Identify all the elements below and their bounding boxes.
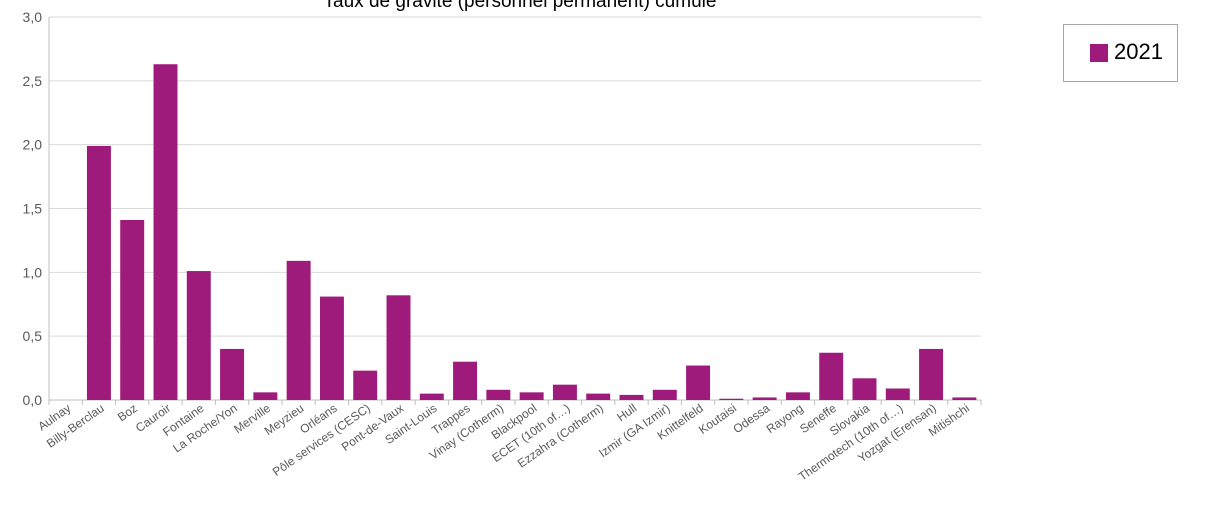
y-tick-label: 1,0 bbox=[23, 264, 43, 280]
bar bbox=[686, 365, 711, 400]
bar bbox=[319, 296, 344, 400]
bar bbox=[186, 271, 211, 400]
bar bbox=[719, 398, 744, 400]
bar bbox=[86, 145, 111, 400]
bar bbox=[120, 219, 145, 400]
chart-title: Taux de gravité (personnel permanent) cu… bbox=[324, 0, 717, 12]
y-tick-label: 2,0 bbox=[23, 137, 43, 153]
bar bbox=[220, 348, 245, 400]
y-tick-label: 0,0 bbox=[23, 392, 43, 408]
x-tick-label: Koutaisi bbox=[696, 401, 739, 437]
bar bbox=[286, 260, 311, 400]
x-tick-label: Odessa bbox=[730, 401, 772, 436]
legend-swatch bbox=[1090, 44, 1108, 62]
y-tick-label: 0,5 bbox=[23, 328, 43, 344]
bars bbox=[86, 64, 977, 400]
bar bbox=[552, 384, 577, 400]
bar bbox=[752, 397, 777, 400]
bar bbox=[619, 394, 644, 400]
bar bbox=[253, 392, 278, 400]
legend: 2021 bbox=[1063, 24, 1178, 82]
bar bbox=[453, 361, 478, 400]
bar bbox=[386, 295, 411, 400]
bar bbox=[919, 348, 944, 400]
legend-label: 2021 bbox=[1114, 39, 1163, 64]
y-tick-label: 1,5 bbox=[23, 201, 43, 217]
bar bbox=[952, 397, 977, 400]
bar bbox=[885, 388, 910, 400]
bar bbox=[652, 389, 677, 400]
x-tick-label: Rayong bbox=[764, 401, 806, 436]
bar bbox=[353, 370, 378, 400]
bar bbox=[153, 64, 178, 400]
bar bbox=[785, 392, 810, 400]
bar bbox=[519, 392, 544, 400]
bar bbox=[486, 389, 511, 400]
y-tick-label: 2,5 bbox=[23, 73, 43, 89]
y-tick-label: 3,0 bbox=[23, 9, 43, 25]
bar bbox=[419, 393, 444, 400]
bar bbox=[586, 393, 611, 400]
y-axis: 0,0 0,5 1,0 1,5 2,0 2,5 3,0 bbox=[23, 9, 50, 408]
bar bbox=[852, 378, 877, 400]
bar bbox=[819, 352, 844, 400]
